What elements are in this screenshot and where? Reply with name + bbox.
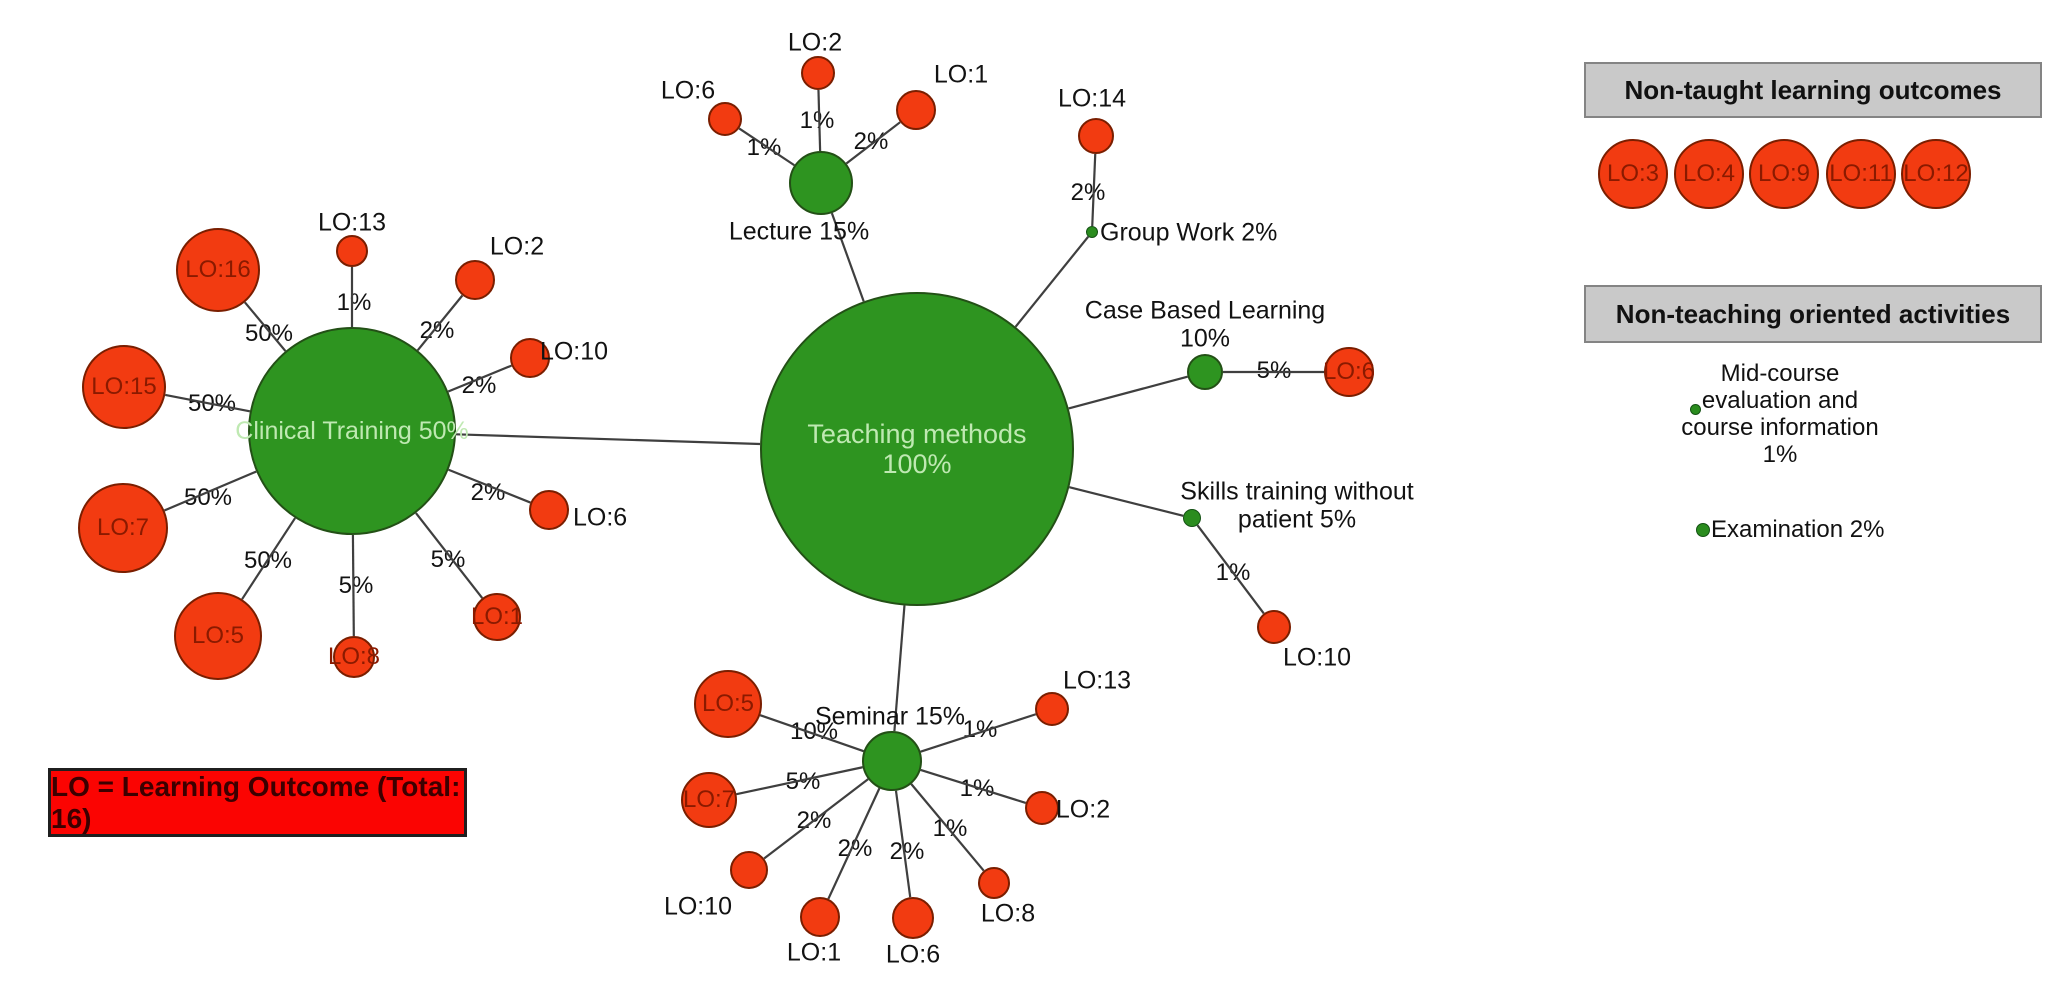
edge-label-clinical-clo13: 1% — [336, 289, 372, 316]
edge-teaching-lecture — [830, 212, 865, 302]
edge-clinical-teaching — [455, 433, 761, 446]
edge-teaching-seminar — [893, 605, 906, 732]
edge-teaching-cbl — [1068, 375, 1188, 410]
mid-course-line-4: 1% — [1762, 441, 1798, 468]
edge-label-clinical-clo10: 2% — [461, 372, 497, 399]
edge-lecture-llo1 — [845, 121, 901, 165]
edge-label-groupwork-glo14: 2% — [1070, 179, 1106, 206]
edge-seminar-selo7 — [736, 766, 863, 796]
edge-seminar-selo1 — [827, 787, 881, 900]
edge-clinical-clo2 — [416, 294, 464, 352]
mid-course-activity-label: Mid-course evaluation and course informa… — [1640, 360, 1920, 468]
edge-teaching-groupwork — [1014, 235, 1090, 328]
edge-label-lecture-llo2: 1% — [799, 107, 835, 134]
edge-label-lecture-llo1: 2% — [853, 128, 889, 155]
mid-course-line-1: Mid-course — [1720, 360, 1840, 387]
edge-clinical-clo10 — [447, 364, 512, 393]
edge-clinical-clo5 — [241, 517, 297, 600]
edge-lecture-llo6 — [738, 127, 795, 167]
edge-clinical-clo1 — [415, 512, 484, 599]
edge-seminar-selo8 — [910, 783, 985, 872]
edge-label-cbl-cblo6: 5% — [1256, 357, 1292, 384]
legend-annotation-box: LO = Learning Outcome (Total: 16) — [48, 768, 467, 837]
mid-course-line-2: evaluation and — [1701, 387, 1859, 414]
edge-skills-slo10 — [1196, 524, 1265, 615]
non-teaching-panel-title: Non-teaching oriented activities — [1615, 298, 2011, 329]
edge-seminar-selo13 — [920, 713, 1037, 753]
non-teaching-panel-header: Non-teaching oriented activities — [1584, 285, 2042, 343]
edge-clinical-clo6 — [448, 468, 531, 504]
edge-label-seminar-selo6: 2% — [889, 838, 925, 865]
edge-seminar-selo10 — [763, 778, 869, 860]
non-taught-panel-header: Non-taught learning outcomes — [1584, 62, 2042, 118]
edge-groupwork-glo14 — [1091, 153, 1097, 227]
edge-teaching-skills — [1069, 486, 1184, 517]
edge-clinical-clo7 — [164, 470, 257, 512]
edge-clinical-clo16 — [244, 301, 287, 352]
edge-seminar-selo2 — [920, 768, 1027, 804]
edge-label-clinical-clo8: 5% — [338, 572, 374, 599]
edge-clinical-clo8 — [351, 534, 355, 637]
edge-clinical-clo15 — [165, 393, 251, 413]
edge-label-clinical-clo7: 50% — [183, 484, 233, 511]
mid-course-line-3: course information — [1681, 414, 1879, 441]
edge-seminar-selo5 — [759, 714, 865, 753]
edge-label-seminar-selo8: 1% — [932, 815, 968, 842]
non-taught-panel-title: Non-taught learning outcomes — [1624, 74, 2002, 105]
examination-activity-item: Examination 2% — [1696, 516, 1884, 544]
legend-annotation-text: LO = Learning Outcome (Total: 16) — [51, 770, 461, 834]
examination-label: Examination 2% — [1711, 516, 1885, 543]
edge-seminar-selo6 — [894, 790, 912, 898]
mid-course-dot-icon — [1690, 404, 1701, 415]
examination-dot-icon — [1696, 523, 1710, 537]
edge-label-clinical-clo6: 2% — [470, 479, 506, 506]
edge-lecture-llo2 — [817, 89, 822, 152]
